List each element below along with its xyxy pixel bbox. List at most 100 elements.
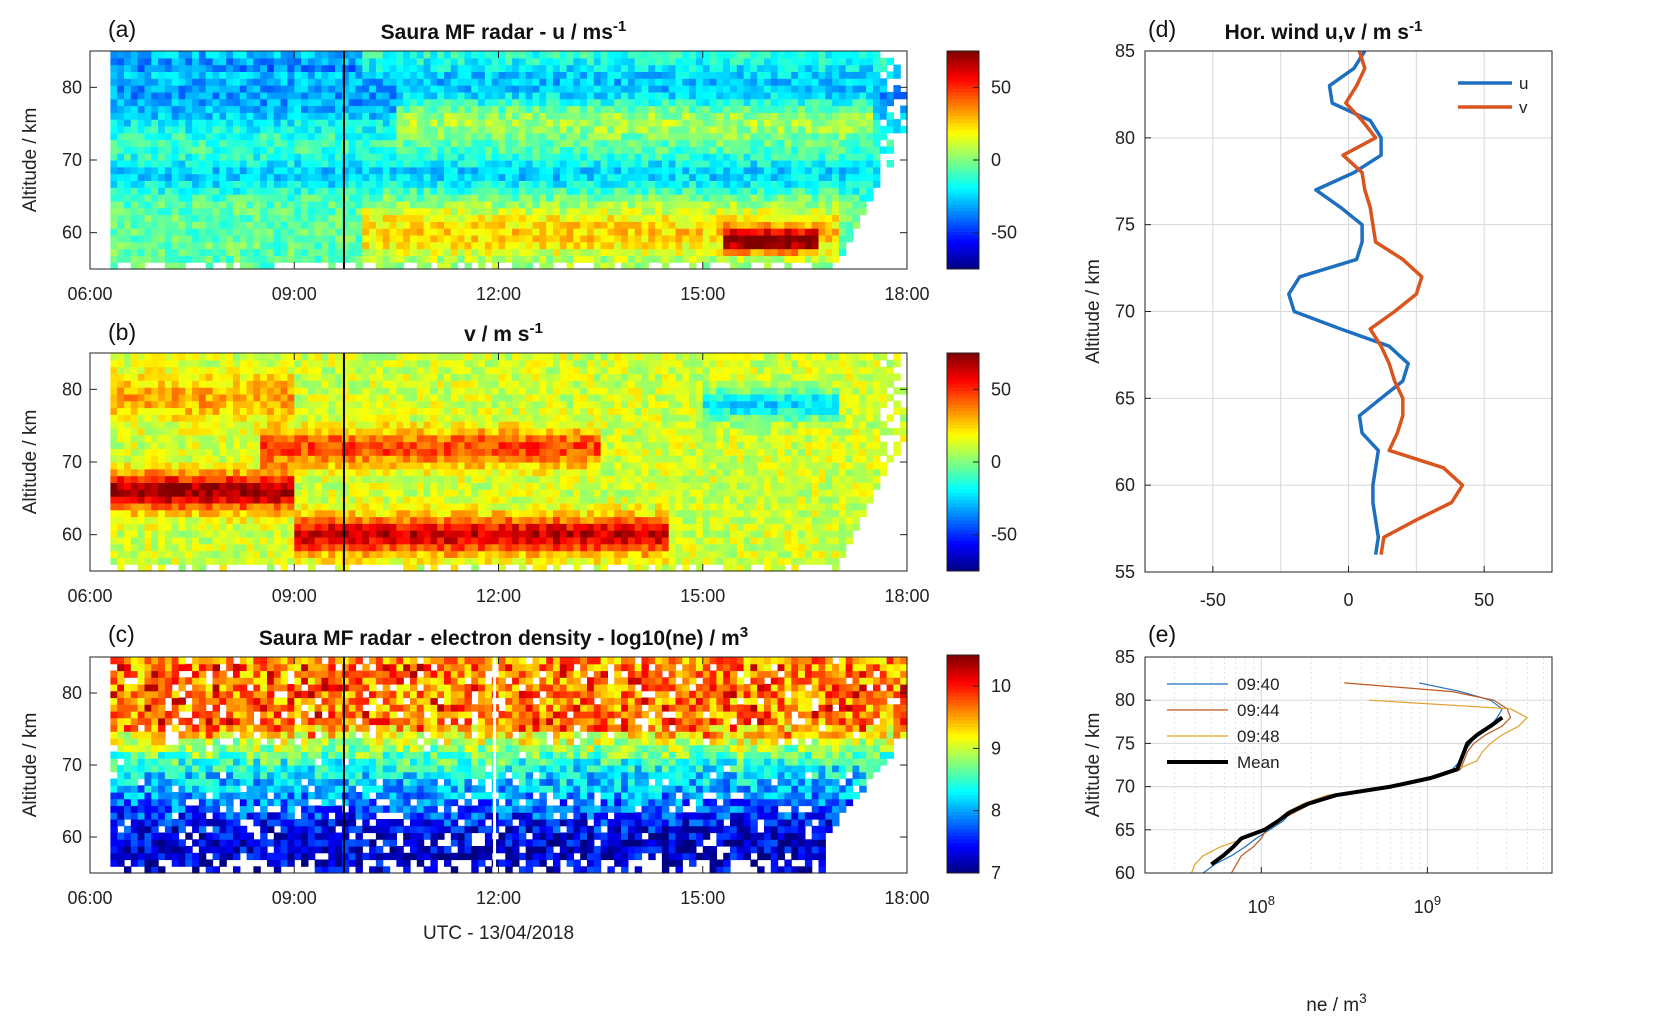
heatmap-cell bbox=[539, 255, 547, 263]
heatmap-cell bbox=[130, 441, 139, 449]
heatmap-cell bbox=[273, 180, 282, 188]
heatmap-cell bbox=[457, 255, 466, 263]
heatmap-cell bbox=[198, 221, 207, 229]
heatmap-cell bbox=[423, 98, 431, 107]
heatmap-cell bbox=[648, 78, 656, 86]
heatmap-cell bbox=[593, 180, 602, 188]
heatmap-cell bbox=[716, 241, 724, 250]
heatmap-cell bbox=[410, 105, 418, 113]
heatmap-cell bbox=[110, 125, 118, 134]
heatmap-cell bbox=[873, 112, 881, 120]
heatmap-cell bbox=[532, 112, 540, 120]
heatmap-cell bbox=[641, 173, 649, 181]
heatmap-cell bbox=[321, 187, 329, 195]
heatmap-cell bbox=[280, 373, 288, 381]
colorbar-step bbox=[947, 214, 979, 219]
heatmap-cell bbox=[273, 98, 282, 107]
heatmap-cell bbox=[341, 509, 350, 518]
heatmap-cell bbox=[546, 146, 554, 154]
heatmap-cell bbox=[804, 139, 813, 147]
heatmap-cell bbox=[301, 234, 309, 243]
heatmap-cell bbox=[341, 455, 350, 463]
heatmap-cell bbox=[314, 194, 323, 202]
heatmap-cell bbox=[164, 234, 173, 243]
heatmap-cell bbox=[512, 187, 520, 195]
heatmap-cell bbox=[546, 187, 554, 195]
heatmap-cell bbox=[382, 207, 391, 216]
heatmap-cell bbox=[566, 57, 574, 66]
heatmap-cell bbox=[246, 241, 254, 250]
heatmap-cell bbox=[764, 153, 772, 161]
heatmap-cell bbox=[723, 98, 731, 107]
heatmap-cell bbox=[784, 241, 792, 250]
heatmap-cell bbox=[675, 146, 683, 154]
heatmap-cell bbox=[124, 125, 132, 134]
heatmap-cell bbox=[164, 119, 173, 127]
heatmap-cell bbox=[117, 421, 125, 429]
heatmap-cell bbox=[825, 91, 833, 100]
heatmap-cell bbox=[777, 200, 785, 209]
heatmap-cell bbox=[811, 105, 820, 113]
heatmap-cell bbox=[144, 248, 152, 256]
heatmap-cell bbox=[233, 78, 241, 86]
heatmap-cell bbox=[226, 91, 234, 100]
heatmap-cell bbox=[396, 530, 404, 538]
heatmap-cell bbox=[341, 373, 350, 381]
heatmap-cell bbox=[770, 139, 779, 147]
heatmap-cell bbox=[382, 462, 391, 470]
heatmap-cell bbox=[314, 373, 323, 381]
heatmap-cell bbox=[280, 564, 288, 572]
heatmap-cell bbox=[185, 475, 193, 483]
heatmap-cell bbox=[321, 530, 329, 538]
heatmap-cell bbox=[294, 359, 302, 368]
heatmap-cell bbox=[396, 228, 404, 236]
heatmap-cell bbox=[375, 194, 384, 202]
heatmap-cell bbox=[730, 146, 738, 154]
heatmap-cell bbox=[396, 132, 404, 141]
heatmap-cell bbox=[382, 105, 391, 113]
heatmap-cell bbox=[689, 166, 697, 175]
heatmap-cell bbox=[233, 557, 241, 565]
heatmap-cell bbox=[416, 200, 425, 209]
heatmap-cell bbox=[144, 146, 152, 154]
heatmap-cell bbox=[287, 200, 295, 209]
heatmap-cell bbox=[192, 407, 200, 415]
heatmap-cell bbox=[226, 105, 234, 113]
heatmap-cell bbox=[212, 214, 220, 222]
heatmap-cell bbox=[328, 387, 336, 395]
heatmap-cell bbox=[239, 228, 248, 236]
heatmap-cell bbox=[239, 468, 248, 477]
heatmap-cell bbox=[192, 359, 200, 368]
heatmap-cell bbox=[348, 407, 357, 415]
heatmap-cell bbox=[198, 380, 207, 388]
heatmap-cell bbox=[675, 180, 683, 188]
panel-label: (a) bbox=[108, 16, 136, 42]
heatmap-cell bbox=[355, 228, 363, 236]
heatmap-cell bbox=[246, 550, 254, 558]
heatmap-cell bbox=[110, 119, 118, 127]
heatmap-cell bbox=[164, 557, 173, 565]
heatmap-cell bbox=[791, 180, 799, 188]
heatmap-cell bbox=[267, 153, 275, 161]
heatmap-cell bbox=[525, 57, 534, 66]
heatmap-cell bbox=[117, 166, 125, 175]
heatmap-cell bbox=[702, 207, 711, 216]
heatmap-cell bbox=[212, 489, 220, 497]
heatmap-cell bbox=[375, 241, 384, 250]
heatmap-cell bbox=[205, 105, 214, 113]
heatmap-cell bbox=[811, 207, 820, 216]
heatmap-cell bbox=[532, 125, 540, 134]
heatmap-cell bbox=[205, 160, 214, 168]
heatmap-cell bbox=[273, 194, 282, 202]
heatmap-cell bbox=[852, 51, 860, 59]
heatmap-cell bbox=[335, 509, 343, 518]
heatmap-cell bbox=[423, 248, 431, 256]
heatmap-cell bbox=[804, 180, 813, 188]
heatmap-cell bbox=[185, 112, 193, 120]
heatmap-cell bbox=[593, 98, 602, 107]
heatmap-cell bbox=[811, 241, 820, 250]
heatmap-cell bbox=[484, 119, 493, 127]
heatmap-cell bbox=[355, 221, 363, 229]
heatmap-cell bbox=[634, 132, 643, 141]
heatmap-cell bbox=[137, 448, 146, 456]
